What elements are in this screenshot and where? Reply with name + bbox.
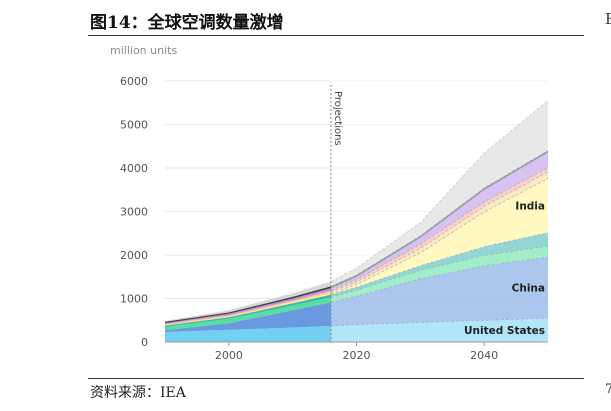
y-tick-label-3000: 3000 [120,206,148,219]
figure-title: 图14：全球空调数量激增 [90,13,284,33]
y-tick-label-5000: 5000 [120,119,148,132]
series-label-china: China [512,283,545,295]
series-label-india: India [515,201,545,213]
y-tick-label-2000: 2000 [120,249,148,262]
projection-boundary-7 [330,151,549,289]
source-rule [88,378,584,379]
area-other-2 [165,232,548,327]
projection-overlay: Projections [330,79,550,342]
projection-boundary-3 [330,232,549,295]
right-edge-glyph: B [605,10,611,28]
projection-boundary-4 [330,178,549,294]
source-note: 资料来源：IEA [90,385,186,401]
projection-boundary-2 [330,245,549,298]
series-labels: United States China India [464,201,545,337]
projection-boundary-5 [330,171,549,292]
y-tick-label-1000: 1000 [120,293,148,306]
area-china [165,257,548,332]
x-tick-label-2020: 2020 [343,349,371,362]
series-label-united-states: United States [464,325,545,337]
projection-boundary-6 [330,167,549,291]
y-tick-label-6000: 6000 [120,75,148,88]
area-united-states [165,318,548,342]
projection-boundary-1 [330,256,549,303]
area-other-1 [165,245,548,331]
stacked-areas [165,100,548,342]
footer-edge-glyph: 7 [605,382,611,397]
y-axis-unit-label: million units [110,44,178,57]
axes: 0 1000 2000 3000 4000 5000 6000 2000 2020 2040 [120,75,548,362]
x-tick-label-2000: 2000 [215,349,243,362]
projection-shade [330,79,550,342]
projection-boundary-8 [330,150,549,287]
projection-boundary-9 [330,100,549,282]
y-tick-label-0: 0 [141,336,148,349]
title-rule [88,35,584,36]
y-tick-label-4000: 4000 [120,162,148,175]
projection-label: Projections [332,91,343,146]
projection-boundary-0 [330,317,549,327]
x-tick-label-2040: 2040 [470,349,498,362]
